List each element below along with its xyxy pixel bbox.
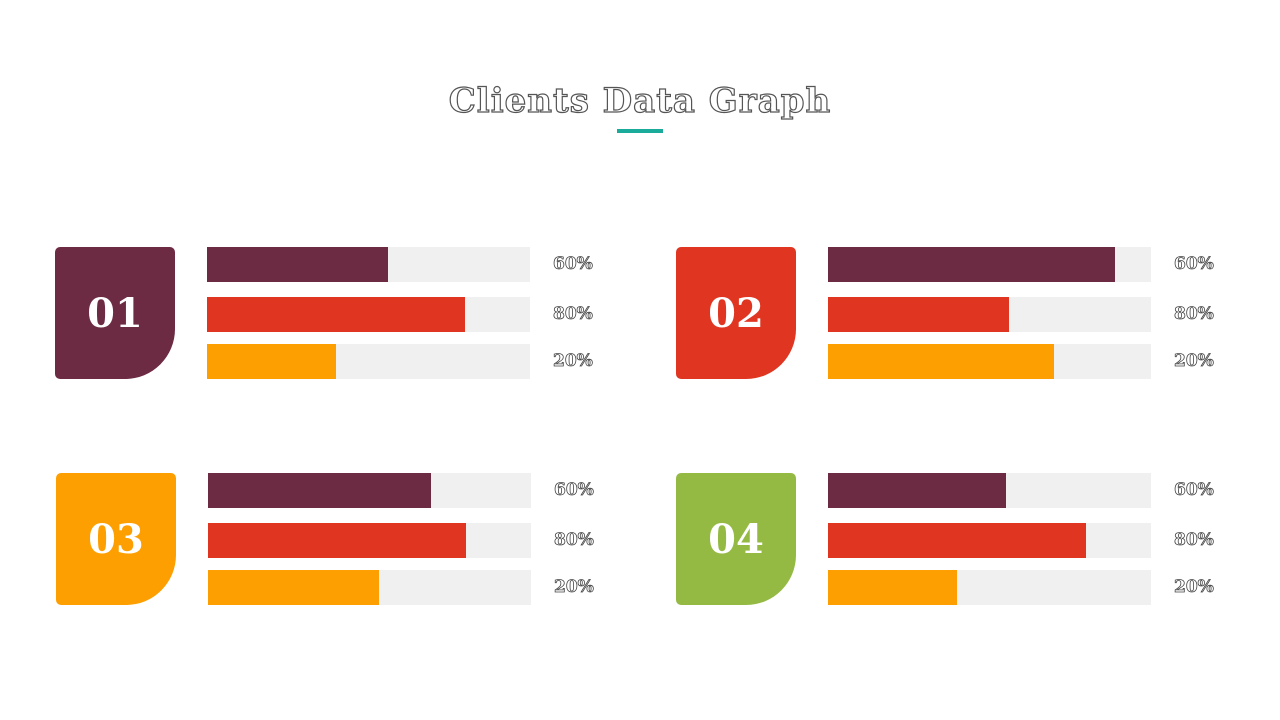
chart-panel-4: 04 60% 80% 20%: [676, 473, 1236, 607]
chart-panel-2: 02 60% 80% 20%: [676, 247, 1236, 381]
bar-value-label: 60%: [1174, 254, 1215, 275]
bar-fill: [828, 297, 1009, 332]
bar-fill: [208, 523, 466, 558]
bar-track: [208, 473, 531, 508]
bar-value-label: 20%: [554, 577, 595, 598]
bar-track: [828, 523, 1151, 558]
bar-value-label: 80%: [1174, 304, 1215, 325]
bar-fill: [208, 570, 379, 605]
bar-value-label: 60%: [553, 254, 594, 275]
bar-value-label: 80%: [1174, 530, 1215, 551]
bar-group: 60% 80% 20%: [676, 473, 1236, 607]
bar-value-label: 80%: [554, 530, 595, 551]
bar-value-label: 20%: [1174, 577, 1215, 598]
bar-fill: [828, 523, 1086, 558]
bar-track: [208, 570, 531, 605]
panel-badge: 04: [676, 473, 796, 605]
panel-badge: 02: [676, 247, 796, 379]
bar-track: [828, 473, 1151, 508]
bar-track: [828, 570, 1151, 605]
bar-fill: [828, 473, 1006, 508]
chart-panel-3: 03 60% 80% 20%: [56, 473, 616, 607]
page-title: Clients Data Graph: [448, 80, 832, 121]
chart-panel-1: 01 60% 80% 20%: [55, 247, 615, 381]
bar-fill: [828, 247, 1115, 282]
bar-value-label: 20%: [1174, 351, 1215, 372]
panel-badge: 03: [56, 473, 176, 605]
bar-value-label: 60%: [554, 480, 595, 501]
bar-group: 60% 80% 20%: [55, 247, 615, 381]
panel-badge: 01: [55, 247, 175, 379]
bar-fill: [207, 344, 336, 379]
bar-track: [207, 247, 530, 282]
bar-track: [828, 344, 1151, 379]
bar-track: [828, 297, 1151, 332]
bar-group: 60% 80% 20%: [56, 473, 616, 607]
bar-value-label: 80%: [553, 304, 594, 325]
bar-track: [207, 344, 530, 379]
bar-track: [828, 247, 1151, 282]
bar-group: 60% 80% 20%: [676, 247, 1236, 381]
bar-fill: [207, 247, 388, 282]
bar-fill: [208, 473, 431, 508]
title-underline: [617, 129, 663, 133]
bar-value-label: 20%: [553, 351, 594, 372]
bar-track: [208, 523, 531, 558]
bar-fill: [207, 297, 465, 332]
bar-value-label: 60%: [1174, 480, 1215, 501]
bar-fill: [828, 344, 1054, 379]
bar-fill: [828, 570, 957, 605]
bar-track: [207, 297, 530, 332]
